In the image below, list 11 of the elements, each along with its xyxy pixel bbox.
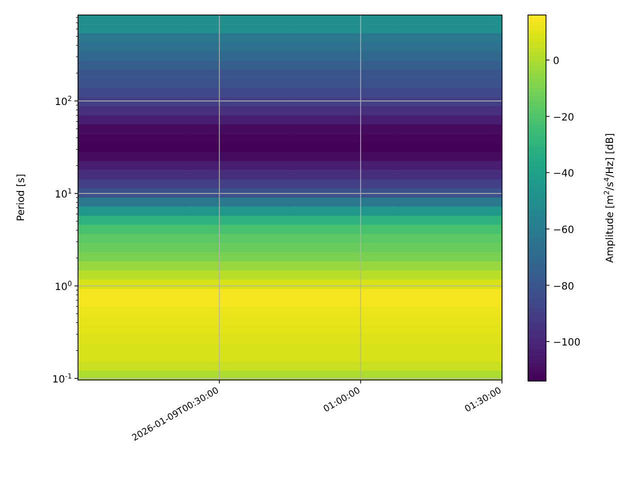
color-bar-label: −40 [553, 168, 574, 180]
color-bar-label: 0 [553, 56, 560, 68]
y-tick-label: 10$^{2}$ [54, 94, 72, 108]
y-tick-label: 10$^{0}$ [54, 280, 72, 293]
y-tick-label: 10$^{1}$ [54, 187, 72, 200]
color-bar-label: −80 [553, 281, 574, 292]
color-bar-label: −60 [553, 224, 574, 236]
y-axis-title: Period [s] [16, 174, 27, 222]
y-tick-label: 10$^{-1}$ [52, 372, 72, 386]
color-bar-label: −20 [553, 112, 574, 124]
color-bar-label: −100 [553, 338, 580, 349]
